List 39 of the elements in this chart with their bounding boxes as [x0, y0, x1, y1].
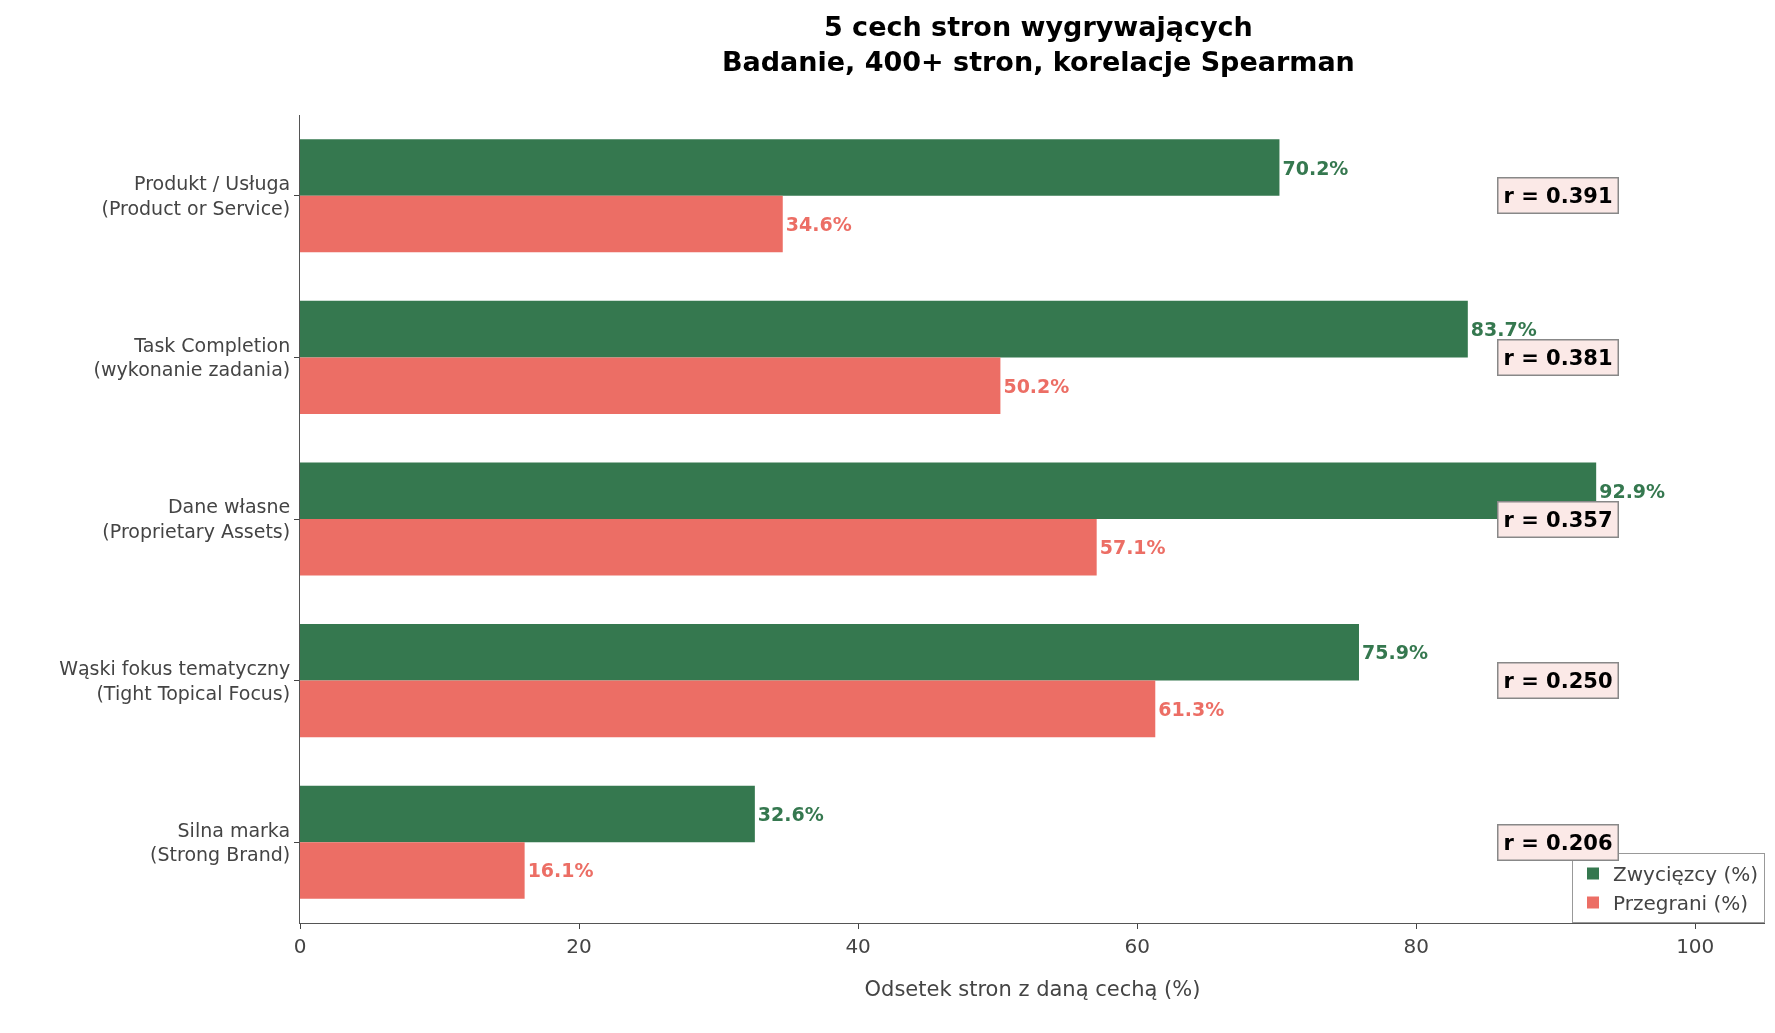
bar — [300, 519, 1097, 576]
annotation: r = 0.391 — [1503, 183, 1613, 208]
data-label: 61.3% — [1158, 697, 1225, 720]
bar — [300, 842, 525, 899]
annotation: r = 0.381 — [1503, 345, 1613, 370]
y-tick-label: Silna marka (Strong Brand) — [150, 818, 291, 866]
x-tick-label: 60 — [1124, 934, 1150, 958]
data-label: 75.9% — [1361, 641, 1428, 664]
data-label: 50.2% — [1003, 374, 1070, 397]
y-tick-label: Dane własne (Proprietary Assets) — [102, 495, 291, 542]
bar — [300, 680, 1156, 738]
x-tick-label: 80 — [1403, 934, 1429, 958]
x-tick-label: 40 — [845, 934, 871, 958]
data-label: 32.6% — [757, 802, 824, 825]
data-label: 92.9% — [1599, 479, 1666, 502]
y-tick-label: Task Completion (wykonanie zadania) — [93, 333, 291, 381]
annotation: r = 0.250 — [1503, 668, 1613, 693]
y-tick-label: Produkt / Usługa (Product or Service) — [101, 172, 291, 219]
data-label: 57.1% — [1099, 536, 1166, 559]
legend-label: Zwycięzcy (%) — [1613, 862, 1759, 887]
y-tick-label: Wąski fokus tematyczny (Tight Topical Focus) — [59, 656, 291, 704]
bar — [300, 139, 1280, 196]
bar — [300, 357, 1001, 414]
x-tick-label: 0 — [293, 934, 307, 958]
data-label: 16.1% — [527, 859, 594, 882]
annotation: r = 0.206 — [1503, 830, 1613, 855]
legend-label: Przegrani (%) — [1613, 891, 1749, 916]
data-label: 34.6% — [785, 213, 852, 236]
x-tick-label: 100 — [1676, 934, 1715, 958]
chart-title: 5 cech stron wygrywających Badanie, 400+ stron, korelacje Spearman — [721, 11, 1355, 78]
x-axis-title: Odsetek stron z daną cechą (%) — [864, 977, 1201, 1001]
bar — [300, 624, 1359, 681]
bar — [300, 300, 1468, 358]
data-label: 83.7% — [1470, 318, 1537, 341]
bar — [300, 785, 755, 843]
x-tick-label: 20 — [566, 934, 592, 958]
annotation: r = 0.357 — [1503, 507, 1613, 532]
bar — [300, 195, 783, 253]
data-label: 70.2% — [1282, 156, 1349, 179]
